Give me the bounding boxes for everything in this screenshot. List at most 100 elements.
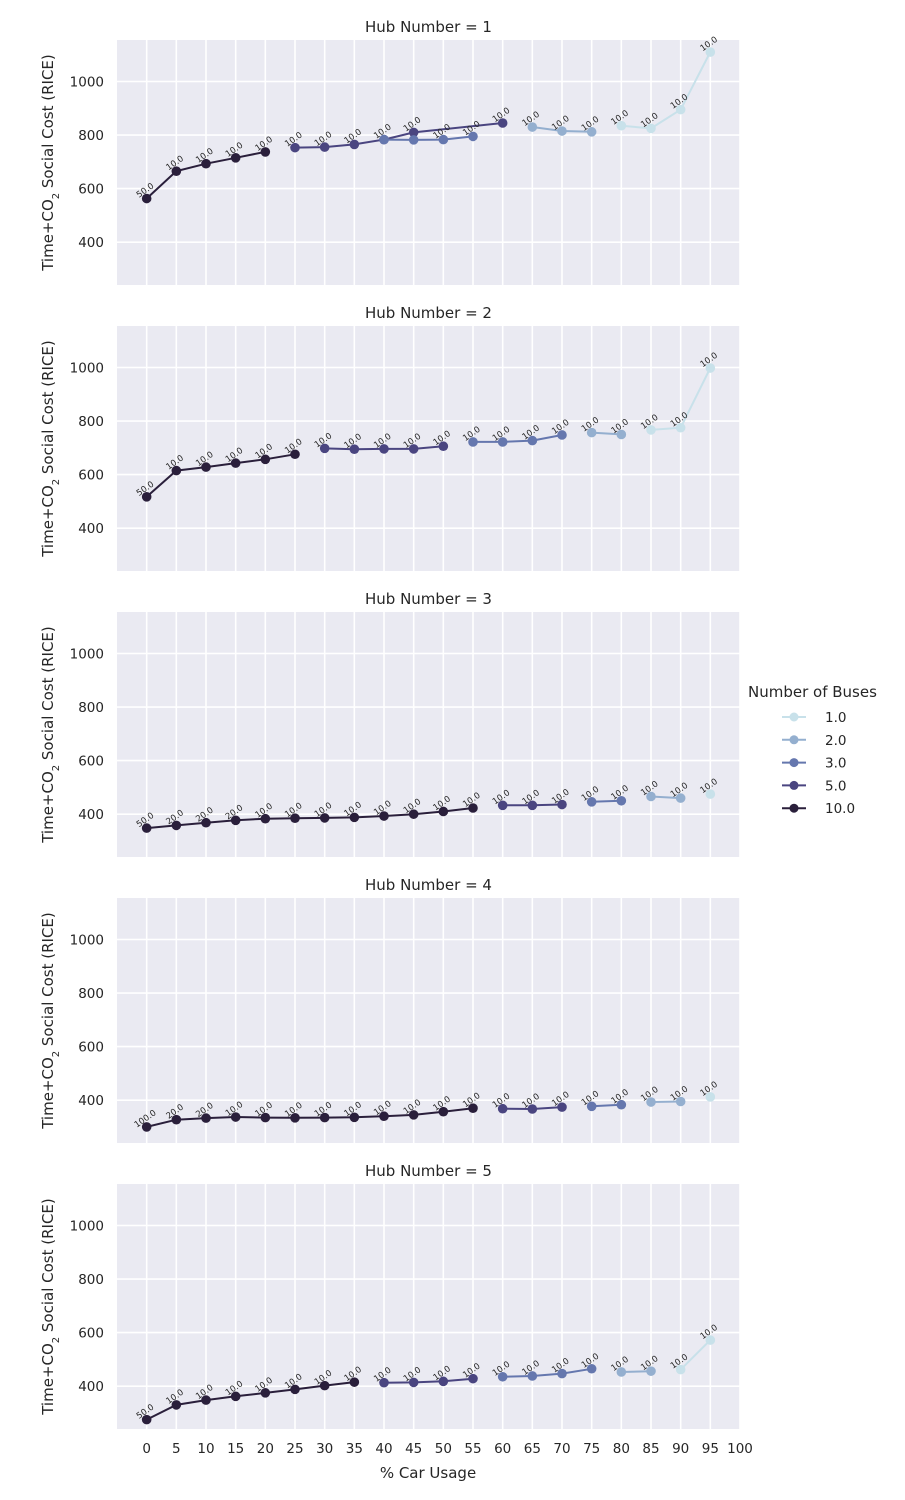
y-tick-label: 400 [78,807,104,823]
x-tick-label: 80 [613,1441,630,1457]
y-axis-label: Time+CO2 Social Cost (RICE) [39,626,62,844]
legend-label: 1.0 [825,710,846,726]
facet-hub-5: 400 600 800 1000 Hub Number = 5 Time+CO2 Soci… [39,1162,741,1429]
legend: Number of Buses 1.0 2.0 3.0 5.0 10.0 [748,683,877,817]
data-point [646,1097,656,1107]
x-tick-label: 65 [524,1441,541,1457]
data-point [260,1112,271,1123]
data-point [408,809,419,819]
data-point [616,1367,627,1377]
data-point [230,815,241,826]
x-tick-label: 70 [553,1441,570,1457]
data-point [290,449,300,460]
data-point [349,444,360,454]
data-point [171,820,182,831]
facet-title: Hub Number = 4 [365,876,492,894]
data-point [319,443,330,454]
data-point [675,104,686,115]
series-buses-5.0: 10.0 10.0 10.0 [491,787,571,811]
data-point [527,1104,538,1114]
series-line [502,1367,592,1378]
x-tick-label: 100 [727,1441,753,1457]
data-point [201,462,211,472]
series-line [621,1370,652,1373]
data-point [586,1101,597,1112]
y-tick-label: 800 [78,1272,104,1288]
data-point [497,437,508,447]
data-point [379,1111,389,1122]
x-axis: % Car Usage 0 5 10 15 20 25 30 35 40 45 50 55 60 65 70… [142,1441,753,1482]
y-tick-label: 400 [78,521,104,537]
data-point [616,795,627,806]
data-point [646,425,656,435]
y-tick-label: 800 [78,128,104,144]
x-tick-label: 55 [464,1441,481,1457]
y-tick-label: 1000 [70,1219,104,1235]
data-point [527,800,538,811]
data-point [497,118,508,128]
x-tick-label: 0 [142,1441,151,1457]
facet-hub-1: 400 600 800 1000 Hub Number = 1 Time+CO2 Soci… [39,18,741,285]
data-point [468,1103,478,1113]
data-point [586,427,597,438]
data-point [468,1373,478,1384]
y-tick-label: 1000 [70,75,104,91]
plot-background [117,612,740,857]
y-axis-label: Time+CO2 Social Cost (RICE) [39,54,62,272]
data-point [438,806,449,817]
data-point [497,1371,508,1382]
data-point [675,422,686,433]
data-point [586,1363,597,1374]
y-tick-label: 1000 [70,933,104,949]
data-point [557,799,567,810]
data-point [290,813,300,823]
data-point [349,139,360,150]
series-line [146,1381,355,1421]
y-tick-label: 400 [78,1093,104,1109]
y-tick-label: 400 [78,235,104,251]
data-point [290,1384,300,1395]
x-tick-label: 85 [642,1441,659,1457]
x-axis-label: % Car Usage [380,1464,476,1482]
data-point [349,1377,360,1387]
legend-marker [789,803,799,813]
facet-hub-2: 400 600 800 1000 Hub Number = 2 Time+CO2 Soci… [39,304,741,571]
data-point [171,1400,182,1410]
data-point [379,1377,389,1388]
data-point [290,142,300,153]
data-point [527,435,538,446]
data-point [260,454,271,465]
y-tick-label: 600 [78,1326,104,1342]
data-point [705,1335,716,1345]
y-tick-label: 1000 [70,361,104,377]
data-point [201,1113,211,1123]
data-point [497,1103,508,1114]
legend-entry-3.0: 3.0 [782,756,846,772]
legend-marker [789,758,799,768]
y-tick-label: 600 [78,468,104,484]
data-point [616,1099,627,1110]
data-point [201,158,211,169]
data-point [319,142,330,152]
x-tick-label: 5 [172,1441,181,1457]
data-point [586,127,597,137]
data-point [141,1414,152,1425]
series-line [383,135,474,141]
y-tick-label: 800 [78,986,104,1002]
data-point [438,1376,449,1387]
x-tick-label: 20 [257,1441,274,1457]
y-tick-label: 600 [78,754,104,770]
data-point [349,1112,360,1123]
x-tick-label: 75 [583,1441,600,1457]
y-tick-label: 600 [78,182,104,198]
series-line [146,1107,474,1128]
data-point [349,812,360,823]
series-line [679,1339,712,1371]
data-point [438,134,449,145]
data-point [230,153,241,163]
data-point [527,122,538,132]
y-axis-label: Time+CO2 Social Cost (RICE) [39,1198,62,1416]
legend-marker [789,735,799,745]
y-axis-label: Time+CO2 Social Cost (RICE) [39,340,62,558]
y-tick-label: 400 [78,1379,104,1395]
